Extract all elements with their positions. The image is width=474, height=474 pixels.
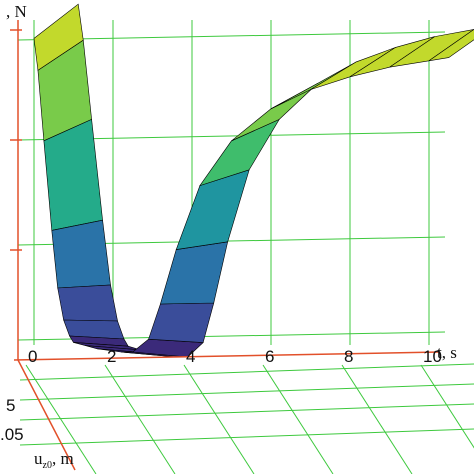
x-tick-label: 8 (344, 347, 353, 366)
y-tick-labels: 5.05 (0, 396, 24, 444)
grid-line-floor-horizontal (19, 428, 474, 446)
grid-line-floor (420, 364, 474, 449)
z-axis-label: , N (6, 2, 27, 21)
y-axis-label-sub: z0 (43, 460, 52, 471)
x-tick-label: 4 (186, 347, 195, 366)
grid-line-horizontal (17, 31, 446, 41)
x-tick-label: 6 (265, 347, 274, 366)
y-tick-label: 5 (6, 396, 15, 415)
grid-line-floor (183, 364, 255, 474)
axes (10, 20, 441, 471)
y-axis-label-main: u (34, 449, 43, 468)
x-axis-line (13, 351, 441, 361)
grid-line-floor (25, 364, 97, 474)
surface-patch (51, 219, 111, 289)
y-axis-label: uz0, m (34, 449, 74, 471)
grid-line-floor (341, 364, 413, 474)
surface-patch (148, 302, 215, 343)
x-tick-label: 2 (107, 347, 116, 366)
x-tick-label: 10 (423, 347, 442, 366)
surface-patch (57, 284, 118, 322)
y-tick-label: .05 (0, 425, 24, 444)
surface-patch (428, 29, 474, 62)
y-axis-label-unit: , m (52, 449, 74, 468)
grid-line-floor-horizontal (19, 403, 474, 421)
grid-line-floor (262, 364, 334, 474)
surface-patch (159, 241, 229, 305)
grid-line-floor-horizontal (19, 363, 474, 381)
grid-line-floor (104, 364, 176, 474)
x-tick-labels: 0 2 4 6 8 10 (28, 347, 442, 366)
grid-lines (17, 20, 474, 474)
y-axis-line (17, 359, 76, 471)
surface (33, 3, 474, 358)
surface-patch (270, 61, 357, 110)
x-axis-label: t, s (437, 343, 457, 362)
grid-line-floor-horizontal (19, 383, 474, 401)
x-tick-label: 0 (28, 347, 37, 366)
